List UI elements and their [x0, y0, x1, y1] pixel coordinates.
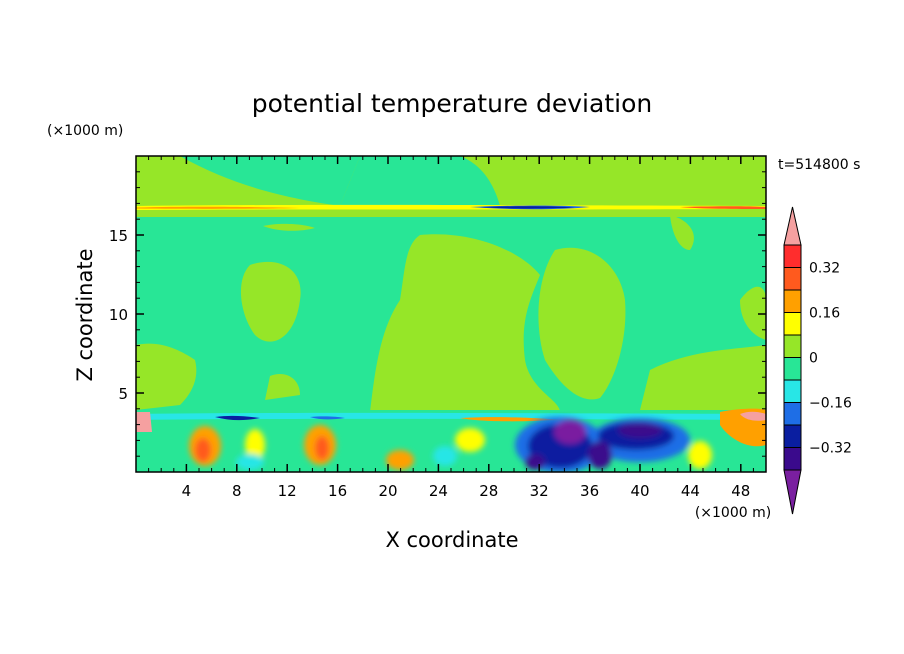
x-tick-label: 48: [731, 482, 750, 500]
colorbar-band: [783, 447, 802, 471]
x-tick-label: 36: [580, 482, 599, 500]
colorbar-band: [783, 289, 802, 313]
colorbar-tick-label: −0.32: [809, 441, 852, 457]
x-tick-label: 24: [429, 482, 448, 500]
colorbar-band: [783, 357, 802, 381]
y-axis-label: Z coordinate: [73, 248, 97, 381]
x-tick-label: 12: [278, 482, 297, 500]
colorbar-extend-bottom: [783, 469, 802, 515]
x-tick-label: 40: [630, 482, 649, 500]
y-axis: 5 10 15: [109, 171, 766, 457]
colorbar-tick-label: −0.16: [809, 396, 852, 412]
x-tick-label: 28: [479, 482, 498, 500]
x-tick-label: 16: [328, 482, 347, 500]
colorbar-band: [783, 424, 802, 448]
colorbar-tick-label: 0.16: [809, 306, 840, 322]
y-tick-label: 15: [109, 227, 128, 245]
x-tick-label: 4: [182, 482, 192, 500]
contour-field: [136, 156, 766, 472]
z-unit-label: (×1000 m): [47, 123, 123, 139]
colorbar-band: [783, 267, 802, 291]
colorbar-tick-label: 0.32: [809, 261, 840, 277]
x-tick-label: 44: [681, 482, 700, 500]
chart-title: potential temperature deviation: [252, 89, 652, 118]
colorbar-tick-label: 0: [809, 351, 818, 367]
x-tick-label: 8: [232, 482, 242, 500]
x-tick-label: 32: [530, 482, 549, 500]
time-label: t=514800 s: [778, 157, 860, 173]
colorbar-band: [783, 244, 802, 268]
x-axis-label: X coordinate: [385, 528, 518, 552]
x-unit-label: (×1000 m): [695, 505, 771, 521]
colorbar-band: [783, 402, 802, 426]
colorbar-band: [783, 312, 802, 336]
x-axis: 4 8 12 16 20 24 28 32 36 40 44 48: [148, 156, 754, 500]
colorbar-extend-top: [783, 206, 802, 246]
colorbar: 0.32 0.16 0 −0.16 −0.32: [783, 206, 852, 515]
colorbar-band: [783, 379, 802, 403]
colorbar-band: [783, 334, 802, 358]
x-tick-label: 20: [378, 482, 397, 500]
y-tick-label: 10: [109, 306, 128, 324]
y-tick-label: 5: [118, 385, 128, 403]
